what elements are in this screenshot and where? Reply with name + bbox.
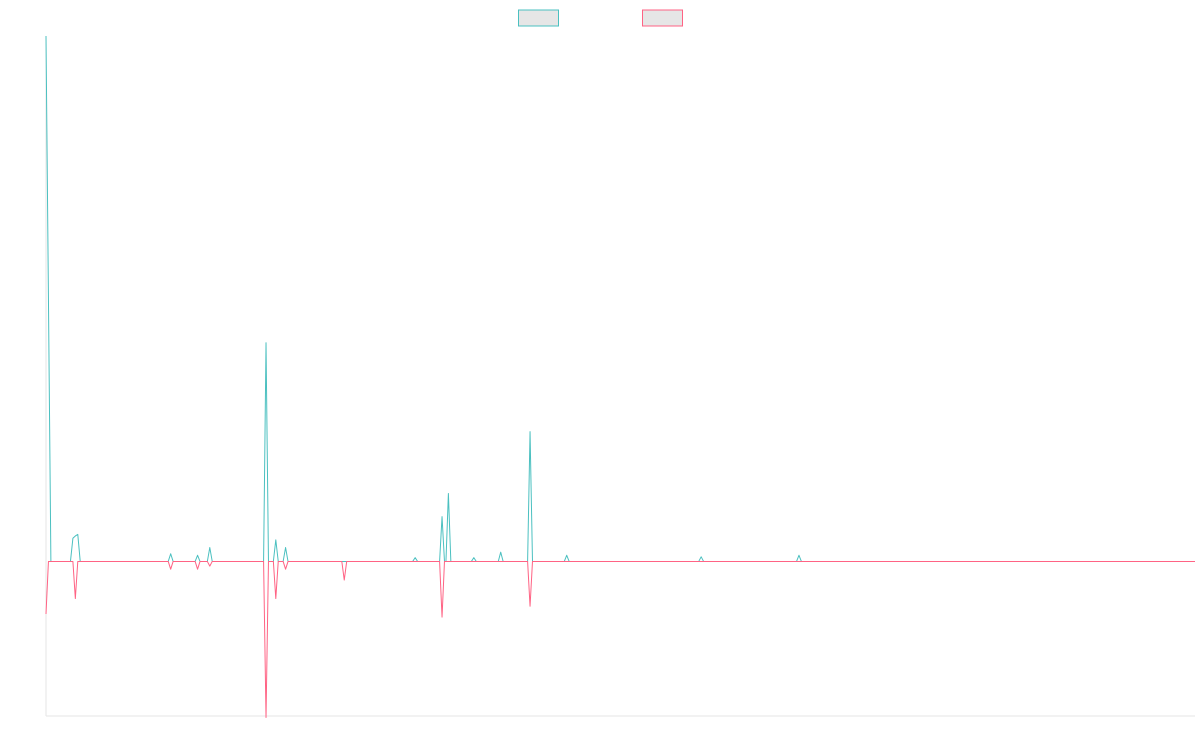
legend[interactable] [518, 9, 683, 27]
series-line-2 [45, 560, 1195, 719]
legend-item-2[interactable] [642, 9, 683, 27]
axes [45, 36, 1195, 717]
legend-swatch-1[interactable] [518, 9, 559, 27]
legend-swatch-2[interactable] [642, 9, 683, 27]
legend-item-1[interactable] [518, 9, 559, 27]
series-line-1 [45, 35, 1195, 562]
series-group [45, 35, 1195, 719]
